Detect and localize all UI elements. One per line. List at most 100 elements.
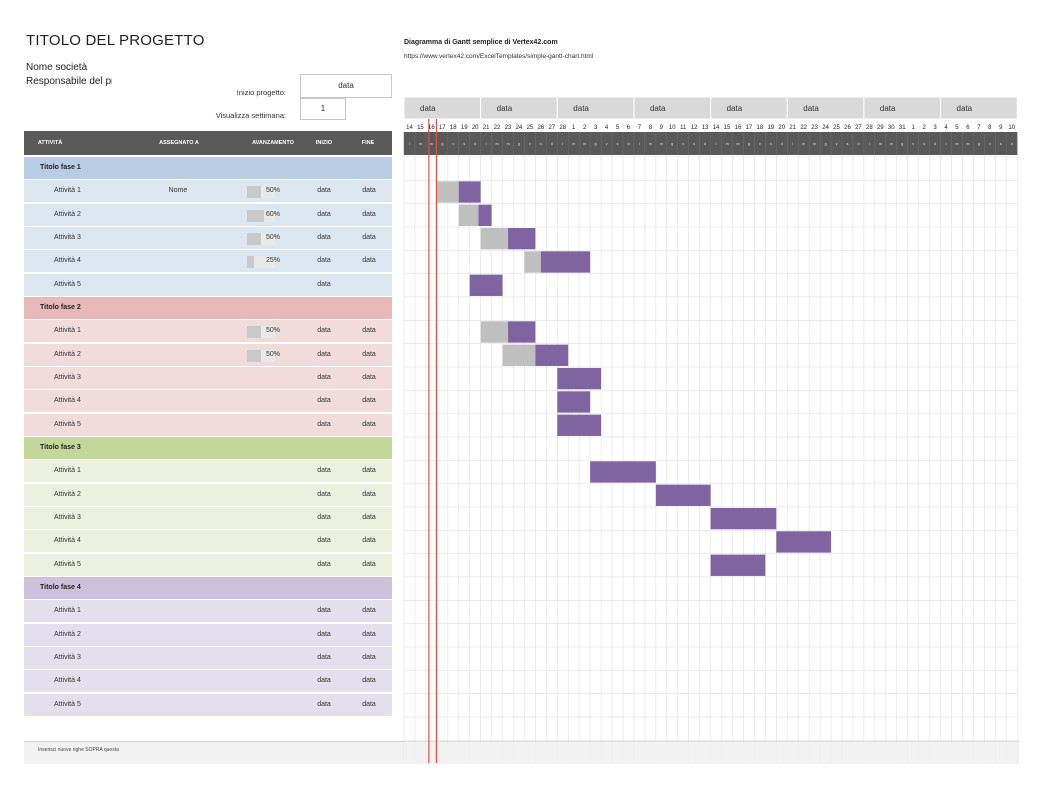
task-start-date[interactable]: data <box>317 187 331 195</box>
task-start-date[interactable]: data <box>317 653 331 661</box>
task-name[interactable]: Attività 3 <box>54 653 81 661</box>
task-start-date[interactable]: data <box>317 490 331 498</box>
task-bar-completed[interactable] <box>436 181 459 203</box>
phase-title[interactable]: Titolo fase 1 <box>40 164 81 171</box>
task-row[interactable]: Attività 5 data data <box>24 553 392 576</box>
task-progress[interactable]: 50% <box>265 233 280 241</box>
task-bar[interactable] <box>478 204 492 226</box>
task-row[interactable]: Attività 5 data data <box>24 693 392 716</box>
task-bar[interactable] <box>535 344 569 366</box>
task-end-date[interactable]: data <box>362 700 376 708</box>
task-bar-completed[interactable] <box>524 251 541 273</box>
task-progress[interactable]: 50% <box>265 327 280 335</box>
task-end-date[interactable]: data <box>362 467 376 475</box>
phase-title[interactable]: Titolo fase 3 <box>40 443 81 451</box>
task-bar[interactable] <box>469 274 503 296</box>
task-start-date[interactable]: data <box>317 700 331 708</box>
task-bar[interactable] <box>557 367 602 390</box>
task-bar[interactable] <box>557 391 591 413</box>
task-row[interactable]: Attività 2 60% data data <box>24 203 392 226</box>
phase-title[interactable]: Titolo fase 4 <box>40 583 81 591</box>
task-end-date[interactable]: data <box>362 257 376 265</box>
task-name[interactable]: Attività 3 <box>54 513 81 521</box>
task-name[interactable]: Attività 5 <box>54 560 81 568</box>
task-end-date[interactable]: data <box>362 490 376 498</box>
task-name[interactable]: Attività 2 <box>54 210 81 218</box>
task-row[interactable]: Attività 4 data data <box>24 530 392 553</box>
task-end-date[interactable]: data <box>362 373 376 381</box>
task-start-date[interactable]: data <box>317 257 331 265</box>
task-start-date[interactable]: data <box>317 677 331 685</box>
task-bar[interactable] <box>508 321 536 343</box>
task-end-date[interactable]: data <box>362 397 376 405</box>
task-end-date[interactable]: data <box>362 537 376 545</box>
task-progress[interactable]: 60% <box>265 210 280 218</box>
task-name[interactable]: Attività 1 <box>54 327 81 335</box>
task-end-date[interactable]: data <box>362 327 376 335</box>
task-start-date[interactable]: data <box>317 513 331 521</box>
task-name[interactable]: Attività 5 <box>54 420 81 428</box>
task-name[interactable]: Attività 5 <box>54 280 81 288</box>
task-start-date[interactable]: data <box>317 280 331 288</box>
task-row[interactable]: Attività 5 data data <box>24 413 392 436</box>
task-row[interactable]: Attività 4 25% data data <box>24 250 392 273</box>
task-start-date[interactable]: data <box>317 467 331 475</box>
phase-row[interactable]: Titolo fase 1 <box>24 157 392 179</box>
task-name[interactable]: Attività 2 <box>54 630 81 638</box>
task-row[interactable]: Attività 1 data data <box>24 600 392 623</box>
task-bar[interactable] <box>710 507 777 530</box>
task-start-date[interactable]: data <box>317 350 331 358</box>
task-bar[interactable] <box>540 251 591 273</box>
task-end-date[interactable]: data <box>362 630 376 638</box>
task-end-date[interactable]: data <box>362 560 376 568</box>
task-assignee[interactable]: Nome <box>168 187 188 195</box>
task-name[interactable]: Attività 4 <box>54 257 81 265</box>
task-end-date[interactable]: data <box>362 233 376 241</box>
phase-row[interactable]: Titolo fase 2 <box>24 296 392 319</box>
task-row[interactable]: Attività 2 data data <box>24 483 392 506</box>
task-end-date[interactable]: data <box>362 350 376 358</box>
task-progress[interactable]: 25% <box>265 257 280 265</box>
task-row[interactable]: Attività 3 data data <box>24 366 392 389</box>
task-end-date[interactable]: data <box>362 187 376 195</box>
display-week-input[interactable]: 1 <box>300 98 346 120</box>
task-start-date[interactable]: data <box>317 397 331 405</box>
task-start-date[interactable]: data <box>317 373 331 381</box>
project-title[interactable]: TITOLO DEL PROGETTO <box>26 32 205 49</box>
task-bar[interactable] <box>655 484 711 506</box>
task-row[interactable]: Attività 1 Nome 50% data data <box>24 180 392 203</box>
task-bar-completed[interactable] <box>480 227 509 250</box>
task-start-date[interactable]: data <box>317 420 331 428</box>
task-bar[interactable] <box>458 181 481 203</box>
task-bar-completed[interactable] <box>502 344 536 366</box>
task-end-date[interactable]: data <box>362 677 376 685</box>
task-row[interactable]: Attività 1 data data <box>24 460 392 483</box>
task-start-date[interactable]: data <box>317 630 331 638</box>
template-link[interactable]: https://www.vertex42.com/ExcelTemplates/… <box>404 53 594 60</box>
phase-title[interactable]: Titolo fase 2 <box>40 303 81 311</box>
project-start-input[interactable]: data <box>300 74 392 98</box>
task-name[interactable]: Attività 1 <box>54 467 81 475</box>
task-row[interactable]: Attività 1 50% data data <box>24 320 392 343</box>
company-name[interactable]: Nome società <box>26 62 88 73</box>
task-bar[interactable] <box>710 554 766 576</box>
task-end-date[interactable]: data <box>362 653 376 661</box>
task-start-date[interactable]: data <box>317 233 331 241</box>
task-name[interactable]: Attività 4 <box>54 537 81 545</box>
task-start-date[interactable]: data <box>317 607 331 615</box>
task-name[interactable]: Attività 2 <box>54 350 81 358</box>
task-row[interactable]: Attività 3 data data <box>24 506 392 529</box>
task-row[interactable]: Attività 2 data data <box>24 623 392 646</box>
task-end-date[interactable]: data <box>362 513 376 521</box>
task-row[interactable]: Attività 4 data data <box>24 670 392 693</box>
task-bar[interactable] <box>776 531 832 553</box>
task-row[interactable]: Attività 3 50% data data <box>24 226 392 249</box>
task-bar-completed[interactable] <box>480 321 509 343</box>
task-name[interactable]: Attività 4 <box>54 397 81 405</box>
task-bar[interactable] <box>590 461 656 483</box>
project-manager[interactable]: Responsabile del progetto <box>26 76 112 87</box>
task-end-date[interactable]: data <box>362 210 376 218</box>
task-row[interactable]: Attività 3 data data <box>24 646 392 669</box>
task-start-date[interactable]: data <box>317 560 331 568</box>
task-bar[interactable] <box>557 414 602 436</box>
